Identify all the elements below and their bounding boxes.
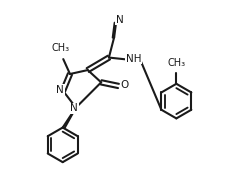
Text: NH: NH xyxy=(126,53,141,64)
Text: CH₃: CH₃ xyxy=(167,58,185,68)
Text: CH₃: CH₃ xyxy=(52,43,70,53)
Text: N: N xyxy=(56,85,64,95)
Text: O: O xyxy=(121,81,129,90)
Text: N: N xyxy=(70,103,78,113)
Text: N: N xyxy=(116,15,123,25)
